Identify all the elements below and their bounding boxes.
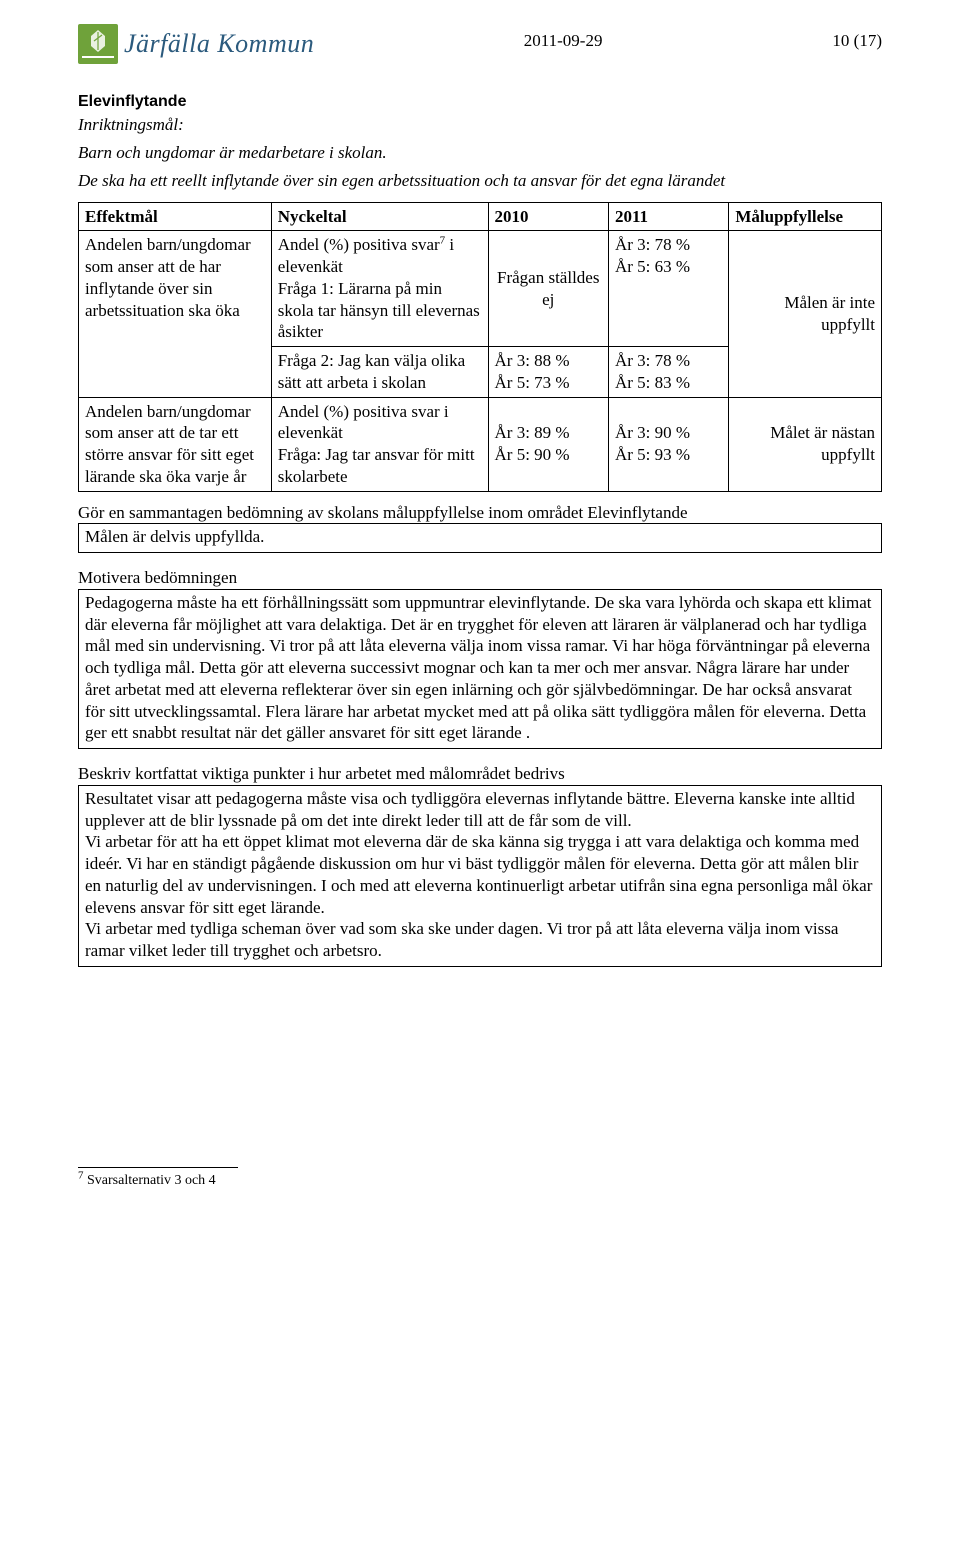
- brand-name: Järfälla Kommun: [124, 27, 314, 60]
- th-nyckeltal: Nyckeltal: [271, 202, 488, 231]
- describe-label: Beskriv kortfattat viktiga punkter i hur…: [78, 763, 882, 785]
- cell-2010-1a: Frågan ställdes ej: [488, 231, 608, 347]
- text: År 3: 90 %: [615, 423, 690, 442]
- header-date: 2011-09-29: [314, 24, 812, 52]
- th-maluppfyllelse: Måluppfyllelse: [729, 202, 882, 231]
- cell-2010-2: År 3: 89 % År 5: 90 %: [488, 397, 608, 491]
- paragraph: Resultatet visar att pedagogerna måste v…: [85, 788, 875, 832]
- goal-label: Inriktningsmål:: [78, 114, 882, 136]
- paragraph: Vi arbetar för att ha ett öppet klimat m…: [85, 831, 875, 918]
- table-row: Andelen barn/ungdomar som anser att de h…: [79, 231, 882, 347]
- text: År 5: 83 %: [615, 373, 690, 392]
- table-header-row: Effektmål Nyckeltal 2010 2011 Måluppfyll…: [79, 202, 882, 231]
- cell-mal-2: Målet är nästan uppfyllt: [729, 397, 882, 491]
- cell-2011-2: År 3: 90 % År 5: 93 %: [608, 397, 728, 491]
- cell-nyckeltal-1b: Fråga 2: Jag kan välja olika sätt att ar…: [271, 347, 488, 398]
- text: År 3: 88 %: [495, 351, 570, 370]
- footnote-text: Svarsalternativ 3 och 4: [84, 1173, 216, 1188]
- cell-2011-1a: År 3: 78 % År 5: 63 %: [608, 231, 728, 347]
- cell-nyckeltal-2: Andel (%) positiva svar i elevenkät Fråg…: [271, 397, 488, 491]
- cell-2011-1b: År 3: 78 % År 5: 83 %: [608, 347, 728, 398]
- assessment-box-3: Resultatet visar att pedagogerna måste v…: [78, 785, 882, 967]
- goal-text-2: De ska ha ett reellt inflytande över sin…: [78, 170, 882, 192]
- cell-2010-1b: År 3: 88 % År 5: 73 %: [488, 347, 608, 398]
- assessment-box-1: Målen är delvis uppfyllda.: [78, 523, 882, 553]
- th-2010: 2010: [488, 202, 608, 231]
- section-title: Elevinflytande: [78, 92, 882, 112]
- text: Fråga 1: Lärarna på min skola tar hänsyn…: [278, 279, 480, 342]
- brand-logo: Järfälla Kommun: [78, 24, 314, 64]
- cell-mal-1: Målen är inte uppfyllt: [729, 231, 882, 397]
- th-effektmal: Effektmål: [79, 202, 272, 231]
- indicators-table: Effektmål Nyckeltal 2010 2011 Måluppfyll…: [78, 202, 882, 492]
- text: År 3: 89 %: [495, 423, 570, 442]
- text: År 5: 90 %: [495, 445, 570, 464]
- text: År 3: 78 %: [615, 235, 690, 254]
- text: År 5: 63 %: [615, 257, 690, 276]
- footnote: 7 Svarsalternativ 3 och 4: [78, 1172, 882, 1190]
- motivate-label: Motivera bedömningen: [78, 567, 882, 589]
- text: År 3: 78 %: [615, 351, 690, 370]
- shield-icon: [78, 24, 118, 64]
- page: Järfälla Kommun 2011-09-29 10 (17) Elevi…: [0, 0, 960, 1250]
- assessment-box-2: Pedagogerna måste ha ett förhållningssät…: [78, 589, 882, 749]
- text: Andel (%) positiva svar i elevenkät: [278, 402, 449, 443]
- cell-effektmal-1: Andelen barn/ungdomar som anser att de h…: [79, 231, 272, 397]
- header-page-number: 10 (17): [812, 24, 882, 52]
- cell-effektmal-2: Andelen barn/ungdomar som anser att de t…: [79, 397, 272, 491]
- footnote-separator: [78, 1167, 238, 1168]
- th-2011: 2011: [608, 202, 728, 231]
- text: Fråga: Jag tar ansvar för mitt skolarbet…: [278, 445, 475, 486]
- assessment-intro: Gör en sammantagen bedömning av skolans …: [78, 502, 882, 524]
- cell-nyckeltal-1a: Andel (%) positiva svar7 i elevenkät Frå…: [271, 231, 488, 347]
- goal-text: Barn och ungdomar är medarbetare i skola…: [78, 142, 882, 164]
- text: Frågan ställdes ej: [495, 267, 602, 311]
- text: År 5: 73 %: [495, 373, 570, 392]
- table-row: Andelen barn/ungdomar som anser att de t…: [79, 397, 882, 491]
- text: Andel (%) positiva svar: [278, 235, 440, 254]
- paragraph: Vi arbetar med tydliga scheman över vad …: [85, 918, 875, 962]
- page-header: Järfälla Kommun 2011-09-29 10 (17): [78, 24, 882, 64]
- text: År 5: 93 %: [615, 445, 690, 464]
